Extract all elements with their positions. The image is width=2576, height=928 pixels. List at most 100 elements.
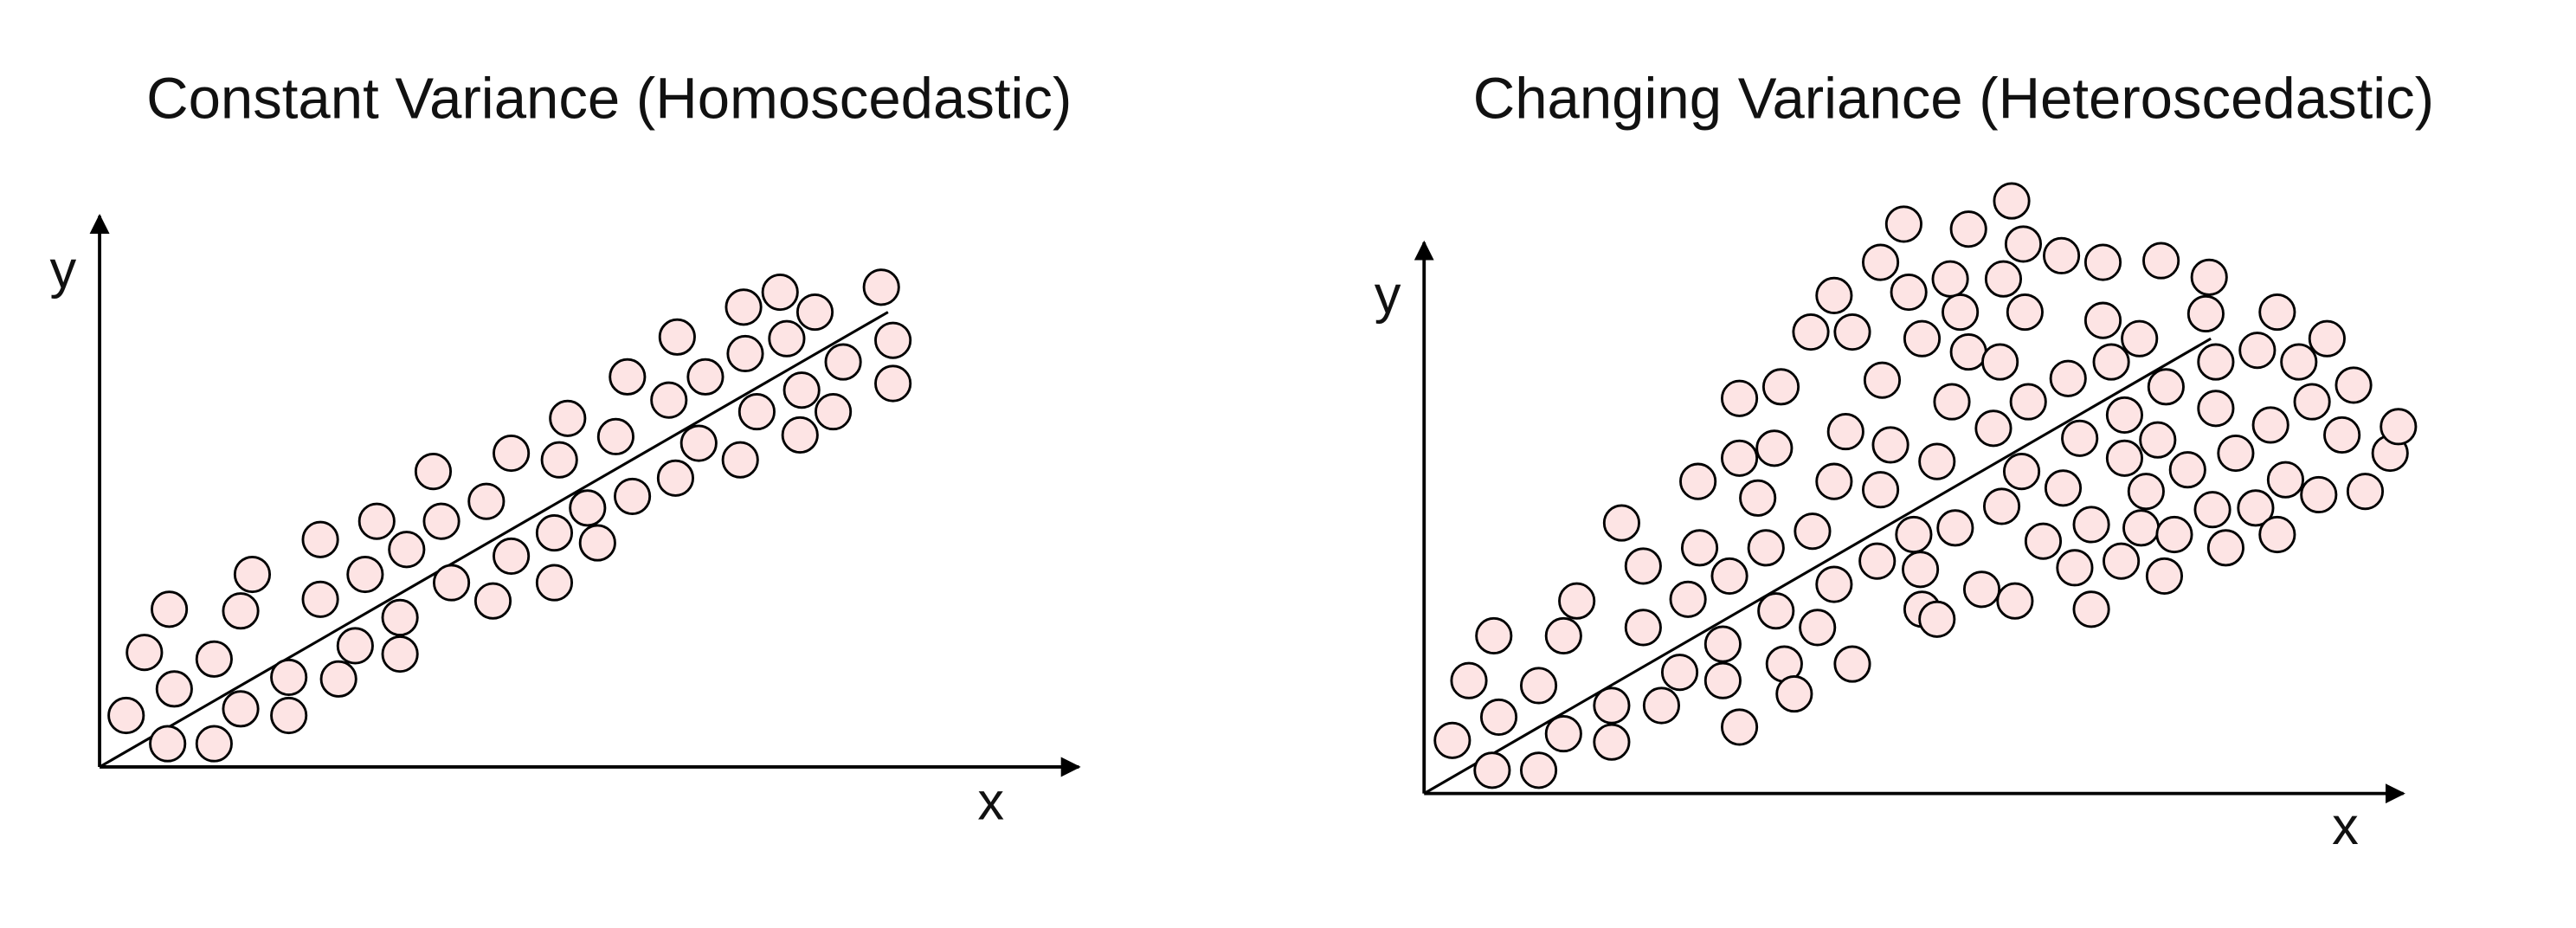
data-point bbox=[1949, 332, 1987, 371]
data-point bbox=[535, 564, 574, 602]
data-point bbox=[578, 524, 616, 562]
data-point bbox=[1703, 625, 1742, 663]
data-point bbox=[686, 358, 724, 396]
data-point bbox=[2004, 225, 2043, 263]
data-point bbox=[2044, 469, 2083, 507]
data-point bbox=[1475, 616, 1513, 655]
data-point bbox=[540, 441, 578, 479]
chart-title: Changing Variance (Heteroscedastic) bbox=[1473, 67, 2434, 132]
data-point bbox=[2155, 515, 2193, 554]
data-point bbox=[2147, 368, 2185, 406]
data-point bbox=[357, 502, 396, 540]
data-point bbox=[1720, 439, 1759, 477]
data-point bbox=[2197, 390, 2235, 428]
data-point bbox=[2206, 529, 2244, 567]
data-point bbox=[614, 477, 652, 515]
data-point bbox=[768, 319, 806, 358]
data-point bbox=[2042, 236, 2081, 274]
data-point bbox=[195, 640, 233, 678]
data-point bbox=[2193, 491, 2231, 529]
data-point bbox=[737, 393, 776, 431]
data-point bbox=[1815, 565, 1853, 603]
data-point bbox=[233, 555, 272, 594]
data-point bbox=[535, 514, 574, 552]
data-point bbox=[2061, 419, 2099, 457]
data-point bbox=[795, 293, 834, 332]
data-point bbox=[1918, 442, 1956, 480]
data-point bbox=[650, 381, 688, 419]
data-point bbox=[1815, 276, 1853, 314]
data-point bbox=[422, 502, 460, 540]
data-point bbox=[1519, 751, 1558, 789]
data-point bbox=[2105, 396, 2144, 435]
data-point bbox=[2380, 408, 2418, 446]
data-point bbox=[195, 725, 233, 763]
data-point bbox=[1815, 462, 1853, 500]
data-point bbox=[270, 658, 308, 696]
data-point bbox=[679, 424, 718, 462]
data-point bbox=[782, 371, 821, 409]
data-point bbox=[2122, 509, 2161, 547]
data-point bbox=[381, 635, 419, 673]
data-point bbox=[1918, 600, 1956, 638]
data-point bbox=[493, 537, 531, 575]
data-point bbox=[1669, 580, 1707, 618]
data-point bbox=[467, 482, 506, 520]
x-axis-label: x bbox=[977, 771, 1004, 831]
y-axis-label: y bbox=[50, 241, 77, 300]
data-point bbox=[2072, 506, 2110, 544]
data-point bbox=[270, 696, 308, 735]
data-point bbox=[874, 364, 912, 403]
data-point bbox=[2280, 343, 2318, 381]
data-point bbox=[1981, 343, 2019, 381]
data-point bbox=[721, 441, 759, 479]
data-point bbox=[1747, 529, 1785, 567]
data-point bbox=[2127, 473, 2165, 511]
data-point bbox=[656, 459, 695, 497]
data-point bbox=[1544, 715, 1582, 753]
data-point bbox=[726, 334, 764, 373]
data-point bbox=[301, 520, 339, 558]
data-point bbox=[2024, 522, 2063, 560]
data-point bbox=[596, 417, 634, 455]
data-point bbox=[2139, 421, 2177, 459]
data-point bbox=[1931, 260, 1969, 298]
data-point bbox=[1473, 751, 1511, 789]
data-point bbox=[2323, 416, 2361, 454]
data-point bbox=[1544, 616, 1582, 655]
data-point bbox=[1624, 547, 1662, 585]
data-point bbox=[2346, 473, 2385, 511]
data-point bbox=[1903, 319, 1942, 358]
data-point bbox=[2142, 242, 2180, 280]
data-point bbox=[2217, 434, 2255, 473]
data-point bbox=[874, 321, 912, 359]
data-point bbox=[2072, 590, 2110, 628]
data-point bbox=[149, 725, 187, 763]
data-point bbox=[1660, 654, 1699, 692]
data-point bbox=[609, 358, 647, 396]
data-point bbox=[569, 489, 607, 527]
data-point bbox=[1863, 361, 1902, 399]
data-point bbox=[1761, 368, 1800, 406]
data-point bbox=[1902, 551, 1940, 589]
data-point bbox=[1642, 686, 1681, 725]
data-point bbox=[107, 696, 145, 735]
data-point bbox=[1755, 429, 1794, 467]
data-point bbox=[2105, 439, 2144, 477]
data-point bbox=[2006, 293, 2044, 332]
data-point bbox=[2009, 383, 2047, 421]
data-point bbox=[862, 268, 900, 306]
data-point bbox=[1602, 504, 1640, 542]
data-point bbox=[1974, 409, 2012, 448]
data-point bbox=[1826, 413, 1864, 451]
data-point bbox=[222, 592, 260, 630]
data-point bbox=[1861, 243, 1900, 281]
data-point bbox=[549, 399, 587, 437]
data-point bbox=[815, 393, 853, 431]
data-point bbox=[493, 434, 531, 473]
data-point bbox=[1861, 471, 1900, 509]
data-point bbox=[1984, 260, 2023, 298]
data-point bbox=[301, 580, 339, 618]
data-point bbox=[319, 660, 357, 698]
data-point bbox=[414, 453, 453, 491]
